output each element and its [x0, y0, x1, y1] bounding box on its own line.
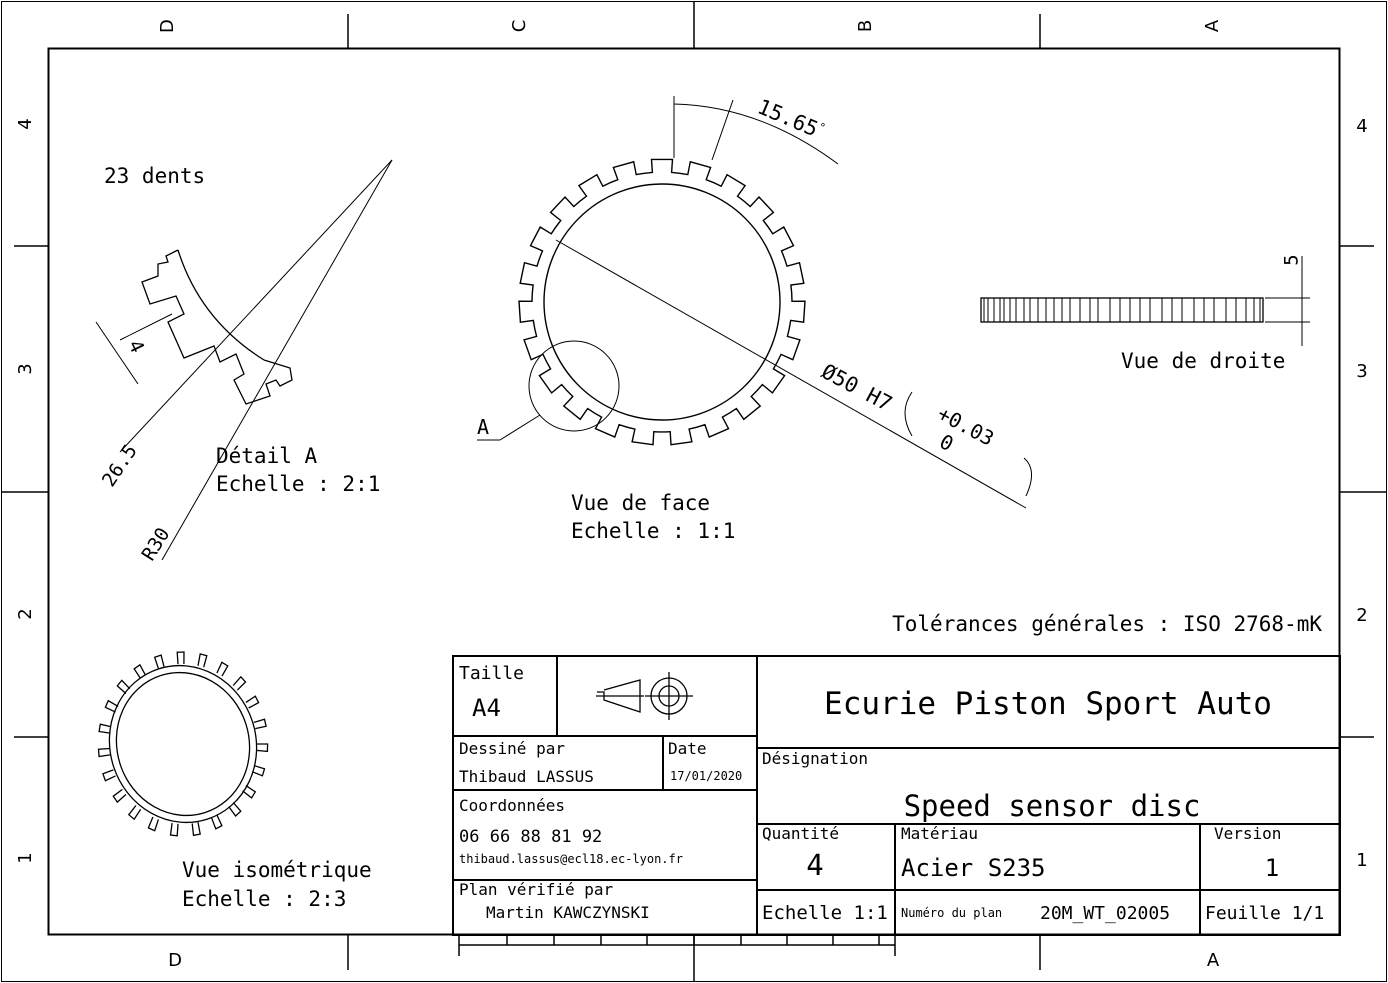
iso-view-title: Vue isométrique: [182, 858, 372, 882]
iso-view-scale: Echelle : 2:3: [182, 887, 346, 911]
detail-marker-circle: [528, 340, 620, 432]
zone-left-4: 4: [15, 118, 36, 129]
date-value: 17/01/2020: [670, 769, 742, 783]
size-value: A4: [472, 694, 501, 722]
detail-a-dimensions: [95, 159, 393, 561]
front-gear-teeth: [518, 158, 806, 446]
right-thickness-dim: 5: [1281, 254, 1303, 265]
front-angle-dim: 15.65°: [754, 95, 828, 144]
zone-top-d: D: [157, 19, 178, 33]
zone-right-1: 1: [1356, 850, 1367, 871]
zone-right-3: 3: [1356, 361, 1367, 382]
zone-top-b: B: [855, 20, 876, 32]
quantity-label: Quantité: [762, 824, 839, 843]
zone-right-4: 4: [1356, 116, 1367, 137]
detail-radius-dim: R30: [138, 524, 175, 565]
drawn-by-label: Dessiné par: [459, 739, 565, 758]
right-view-profile: [980, 256, 1310, 346]
detail-width-dim: 4: [124, 337, 149, 357]
plan-number-label: Numéro du plan: [901, 906, 1002, 920]
front-bore-circle: [543, 183, 781, 421]
front-view-title: Vue de face: [571, 491, 710, 515]
version-label: Version: [1214, 824, 1281, 843]
checked-by-label: Plan vérifié par: [459, 880, 613, 899]
zone-left-1: 1: [15, 852, 36, 863]
checked-by-name: Martin KAWCZYNSKI: [486, 903, 650, 922]
projection-symbol: [596, 672, 693, 720]
company-name: Ecurie Piston Sport Auto: [824, 686, 1272, 722]
detail-a-profile: [141, 249, 293, 405]
designation-value: Speed sensor disc: [904, 789, 1201, 823]
front-tol-lower: 0: [936, 429, 958, 456]
coords-label: Coordonnées: [459, 796, 565, 815]
zone-top-a: A: [1202, 19, 1223, 32]
iso-view-gear: [97, 651, 269, 837]
detail-a-scale: Echelle : 2:1: [216, 472, 380, 496]
scale-value: Echelle 1:1: [762, 902, 888, 924]
front-view-gear: [518, 158, 806, 446]
front-dimensions: [477, 96, 1032, 509]
material-label: Matériau: [901, 824, 978, 843]
quantity-value: 4: [806, 848, 823, 882]
email-address: thibaud.lassus@ecl18.ec-lyon.fr: [459, 852, 683, 866]
detail-a-title: Détail A: [216, 444, 318, 468]
zone-bottom-d: D: [168, 950, 182, 971]
drawn-by-name: Thibaud LASSUS: [459, 767, 594, 786]
plan-number-value: 20M_WT_02005: [1040, 903, 1170, 924]
teeth-count-note: 23 dents: [104, 164, 205, 188]
designation-label: Désignation: [762, 749, 868, 768]
zone-right-2: 2: [1356, 605, 1367, 626]
phone-number: 06 66 88 81 92: [459, 827, 602, 847]
front-diameter-dim: Ø50 H7: [818, 359, 896, 416]
zone-left-3: 3: [15, 363, 36, 374]
general-tolerances: Tolérances générales : ISO 2768-mK: [892, 612, 1322, 636]
sheet-value: Feuille 1/1: [1205, 903, 1324, 924]
size-label: Taille: [459, 663, 524, 684]
date-label: Date: [668, 739, 707, 758]
front-view-scale: Echelle : 1:1: [571, 519, 735, 543]
title-block-grid: [452, 655, 1341, 936]
zone-left-2: 2: [15, 608, 36, 619]
detail-marker-label: A: [477, 415, 489, 439]
zone-top-c: C: [509, 20, 530, 33]
material-value: Acier S235: [901, 854, 1046, 882]
revision-ticks: [458, 935, 896, 956]
detail-diameter-dim: 26.5: [98, 441, 142, 491]
version-value: 1: [1265, 854, 1279, 882]
zone-bottom-a: A: [1207, 950, 1220, 971]
right-view-title: Vue de droite: [1121, 349, 1285, 373]
